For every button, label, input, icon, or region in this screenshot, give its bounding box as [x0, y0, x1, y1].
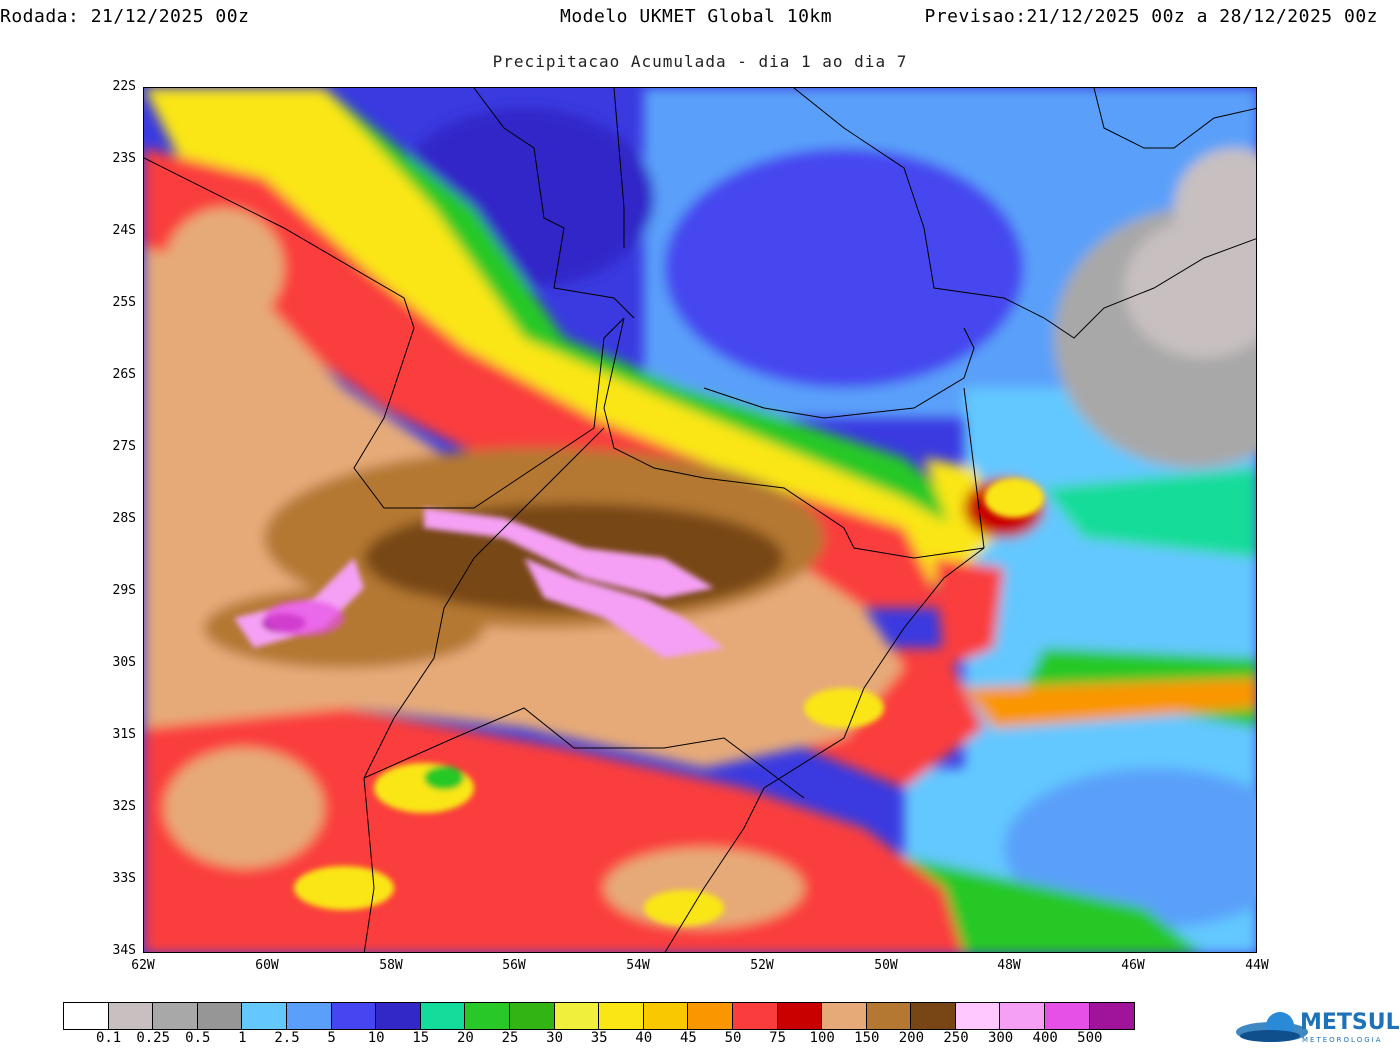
legend-swatch — [465, 1003, 510, 1029]
legend-label: 15 — [412, 1030, 430, 1046]
legend-swatch — [242, 1003, 287, 1029]
forecast-value: 21/12/2025 00z a 28/12/2025 00z — [1026, 6, 1378, 27]
legend-swatch — [1000, 1003, 1046, 1029]
legend-label: 0.25 — [136, 1030, 171, 1046]
legend-swatch — [643, 1003, 689, 1029]
lat-label: 23S — [112, 151, 136, 166]
lon-label: 56W — [502, 958, 526, 973]
lat-label: 26S — [112, 367, 136, 382]
run-label: Rodada: — [0, 6, 80, 27]
legend-label: 100 — [809, 1030, 835, 1046]
precipitation-field — [144, 88, 1256, 952]
color-legend — [63, 1002, 1136, 1030]
legend-swatch — [1089, 1003, 1135, 1029]
lat-label: 31S — [112, 727, 136, 742]
lat-label: 32S — [112, 799, 136, 814]
legend-swatch — [599, 1003, 644, 1029]
logo-text: METSUL — [1300, 1010, 1400, 1035]
lat-label: 24S — [112, 223, 136, 238]
legend-swatch — [554, 1003, 600, 1029]
legend-swatch — [1045, 1003, 1090, 1029]
boundaries — [144, 88, 1256, 952]
legend-label: 35 — [590, 1030, 608, 1046]
legend-swatch — [866, 1003, 912, 1029]
lon-label: 58W — [379, 958, 403, 973]
legend-label: 200 — [898, 1030, 925, 1046]
legend-swatch — [688, 1003, 733, 1029]
legend-swatch — [331, 1003, 377, 1029]
legend-swatch — [420, 1003, 466, 1029]
forecast-period: Previsao:21/12/2025 00z a 28/12/2025 00z — [925, 6, 1379, 27]
legend-swatch — [64, 1003, 109, 1029]
lat-label: 25S — [112, 295, 136, 310]
legend-swatch — [509, 1003, 555, 1029]
legend-swatch — [777, 1003, 823, 1029]
legend-label: 45 — [679, 1030, 697, 1046]
legend-label: 75 — [769, 1030, 787, 1046]
lon-label: 54W — [626, 958, 650, 973]
legend-swatch — [153, 1003, 198, 1029]
lon-label: 44W — [1245, 958, 1269, 973]
legend-label: 5 — [327, 1030, 336, 1046]
lat-label: 30S — [112, 655, 136, 670]
lat-label: 29S — [112, 583, 136, 598]
legend-label: 0.5 — [185, 1030, 211, 1046]
legend-label: 500 — [1077, 1030, 1103, 1046]
map-subtitle: Precipitacao Acumulada - dia 1 ao dia 7 — [492, 52, 908, 71]
legend-label: 10 — [367, 1030, 385, 1046]
lat-label: 27S — [112, 439, 136, 454]
legend-label: 300 — [987, 1030, 1014, 1046]
legend-swatch — [376, 1003, 421, 1029]
legend-label: 40 — [635, 1030, 653, 1046]
legend-swatch — [108, 1003, 154, 1029]
lat-label: 34S — [112, 943, 136, 958]
legend-label: 400 — [1032, 1030, 1058, 1046]
legend-swatch — [732, 1003, 778, 1029]
lon-label: 50W — [874, 958, 898, 973]
lon-label: 46W — [1121, 958, 1145, 973]
model-title: Modelo UKMET Global 10km — [560, 6, 833, 27]
legend-swatch — [197, 1003, 243, 1029]
legend-label: 30 — [546, 1030, 564, 1046]
legend-label: 25 — [501, 1030, 519, 1046]
legend-label: 1 — [238, 1030, 247, 1046]
lon-label: 60W — [255, 958, 279, 973]
legend-label: 150 — [854, 1030, 880, 1046]
metsul-logo-icon — [1236, 1012, 1308, 1042]
forecast-label: Previsao: — [924, 6, 1027, 27]
legend-label: 0.1 — [95, 1030, 122, 1046]
legend-swatch — [822, 1003, 867, 1029]
lat-label: 33S — [112, 871, 136, 886]
logo-subtitle: METEOROLOGIA — [1302, 1036, 1383, 1044]
precipitation-map — [143, 87, 1257, 953]
legend-swatch — [286, 1003, 332, 1029]
legend-label: 250 — [943, 1030, 969, 1046]
run-value: 21/12/2025 00z — [90, 6, 250, 27]
lat-label: 22S — [112, 79, 136, 94]
lon-label: 52W — [750, 958, 774, 973]
legend-label: 50 — [724, 1030, 742, 1046]
legend-label: 2.5 — [274, 1030, 300, 1046]
legend-swatch — [955, 1003, 1001, 1029]
lon-label: 48W — [997, 958, 1021, 973]
lat-label: 28S — [112, 511, 136, 526]
run-date: Rodada: 21/12/2025 00z — [0, 6, 249, 27]
lon-label: 62W — [131, 958, 155, 973]
legend-swatch — [911, 1003, 956, 1029]
legend-label: 20 — [456, 1030, 474, 1046]
